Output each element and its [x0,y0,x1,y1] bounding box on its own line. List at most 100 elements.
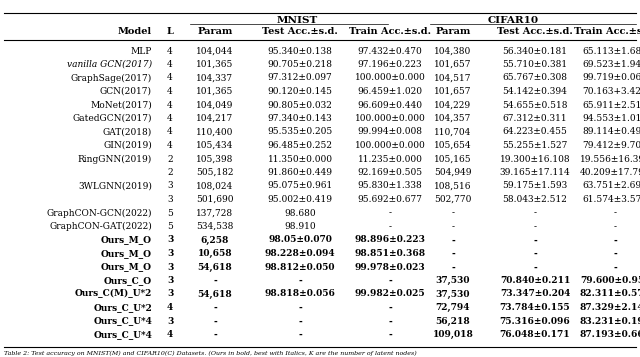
Text: 59.175±1.593: 59.175±1.593 [502,181,568,191]
Text: Param: Param [197,27,233,36]
Text: 11.235±0.000: 11.235±0.000 [358,155,422,164]
Text: -: - [213,317,217,326]
Text: 4: 4 [167,303,173,312]
Text: 58.043±2.512: 58.043±2.512 [502,195,568,204]
Text: -: - [388,330,392,339]
Text: 98.812±0.050: 98.812±0.050 [265,262,335,272]
Text: -: - [298,276,302,285]
Text: 3WLGNN(2019): 3WLGNN(2019) [78,181,152,191]
Text: -: - [534,208,536,217]
Text: -: - [614,208,616,217]
Text: -: - [298,303,302,312]
Text: -: - [388,317,392,326]
Text: -: - [388,208,392,217]
Text: 65.113±1.685: 65.113±1.685 [582,46,640,55]
Text: -: - [451,262,455,272]
Text: CIFAR10: CIFAR10 [488,16,539,25]
Text: 64.223±0.455: 64.223±0.455 [502,127,568,136]
Text: 501,690: 501,690 [196,195,234,204]
Text: 55.710±0.381: 55.710±0.381 [502,60,568,69]
Text: 104,049: 104,049 [196,101,234,110]
Text: -: - [533,249,537,258]
Text: 3: 3 [167,249,173,258]
Text: 40.209±17.790: 40.209±17.790 [580,168,640,177]
Text: 100.000±0.000: 100.000±0.000 [355,114,426,123]
Text: Ours_M_O: Ours_M_O [101,262,152,272]
Text: 4: 4 [167,74,173,82]
Text: 2: 2 [167,168,173,177]
Text: 54.142±0.394: 54.142±0.394 [502,87,568,96]
Text: 90.805±0.032: 90.805±0.032 [268,101,332,110]
Text: 61.574±3.575: 61.574±3.575 [582,195,640,204]
Text: 65.911±2.515: 65.911±2.515 [582,101,640,110]
Text: 110,400: 110,400 [196,127,234,136]
Text: 19.556±16.397: 19.556±16.397 [580,155,640,164]
Text: 6,258: 6,258 [201,236,229,245]
Text: 95.075±0.961: 95.075±0.961 [268,181,333,191]
Text: 100.000±0.000: 100.000±0.000 [355,74,426,82]
Text: 37,530: 37,530 [436,276,470,285]
Text: GraphCON-GCN(2022): GraphCON-GCN(2022) [47,208,152,217]
Text: Ours_C_U*4: Ours_C_U*4 [93,330,152,339]
Text: 137,728: 137,728 [196,208,234,217]
Text: 98.228±0.094: 98.228±0.094 [265,249,335,258]
Text: GraphCON-GAT(2022): GraphCON-GAT(2022) [49,222,152,231]
Text: 502,770: 502,770 [435,195,472,204]
Text: 95.340±0.138: 95.340±0.138 [268,46,332,55]
Text: 105,654: 105,654 [434,141,472,150]
Text: 92.169±0.505: 92.169±0.505 [357,168,422,177]
Text: 82.311±0.570: 82.311±0.570 [580,290,640,298]
Text: GAT(2018): GAT(2018) [103,127,152,136]
Text: -: - [613,262,617,272]
Text: -: - [298,330,302,339]
Text: 99.994±0.008: 99.994±0.008 [358,127,422,136]
Text: vanilla GCN(2017): vanilla GCN(2017) [67,60,152,69]
Text: 65.767±0.308: 65.767±0.308 [502,74,568,82]
Text: 63.751±2.697: 63.751±2.697 [582,181,640,191]
Text: -: - [533,262,537,272]
Text: 11.350±0.000: 11.350±0.000 [268,155,333,164]
Text: 98.896±0.223: 98.896±0.223 [355,236,426,245]
Text: 55.255±1.527: 55.255±1.527 [502,141,568,150]
Text: 104,357: 104,357 [435,114,472,123]
Text: MoNet(2017): MoNet(2017) [90,101,152,110]
Text: 5: 5 [167,222,173,231]
Text: Test Acc.±s.d.: Test Acc.±s.d. [262,27,338,36]
Text: 100.000±0.000: 100.000±0.000 [355,141,426,150]
Text: Param: Param [435,27,470,36]
Text: 108,024: 108,024 [196,181,234,191]
Text: 97.340±0.143: 97.340±0.143 [268,114,332,123]
Text: 98.680: 98.680 [284,208,316,217]
Text: 97.312±0.097: 97.312±0.097 [268,74,332,82]
Text: 104,044: 104,044 [196,46,234,55]
Text: 99.978±0.023: 99.978±0.023 [355,262,426,272]
Text: 95.002±0.419: 95.002±0.419 [268,195,333,204]
Text: Table 2: Test accuracy on MNIST(M) and CIFAR10(C) Datasets. (Ours in bold, best : Table 2: Test accuracy on MNIST(M) and C… [4,351,417,356]
Text: 56.340±0.181: 56.340±0.181 [502,46,568,55]
Text: 89.114±0.499: 89.114±0.499 [582,127,640,136]
Text: 3: 3 [167,236,173,245]
Text: 70.163+3.429: 70.163+3.429 [582,87,640,96]
Text: 97.432±0.470: 97.432±0.470 [358,46,422,55]
Text: 99.982±0.025: 99.982±0.025 [355,290,426,298]
Text: 83.231±0.191: 83.231±0.191 [579,317,640,326]
Text: 95.535±0.205: 95.535±0.205 [268,127,333,136]
Text: 101,657: 101,657 [435,87,472,96]
Text: 70.840±0.211: 70.840±0.211 [500,276,570,285]
Text: 19.300±16.108: 19.300±16.108 [500,155,570,164]
Text: 104,380: 104,380 [435,46,472,55]
Text: -: - [451,249,455,258]
Text: 37,530: 37,530 [436,290,470,298]
Text: 98.910: 98.910 [284,222,316,231]
Text: L: L [166,27,173,36]
Text: Train Acc.±s.d.: Train Acc.±s.d. [574,27,640,36]
Text: MNIST: MNIST [276,16,317,25]
Text: 105,165: 105,165 [434,155,472,164]
Text: 3: 3 [167,195,173,204]
Text: -: - [614,222,616,231]
Text: 79.412±9.700: 79.412±9.700 [582,141,640,150]
Text: 95.830±1.338: 95.830±1.338 [358,181,422,191]
Text: Ours_M_O: Ours_M_O [101,236,152,245]
Text: -: - [388,276,392,285]
Text: 4: 4 [167,101,173,110]
